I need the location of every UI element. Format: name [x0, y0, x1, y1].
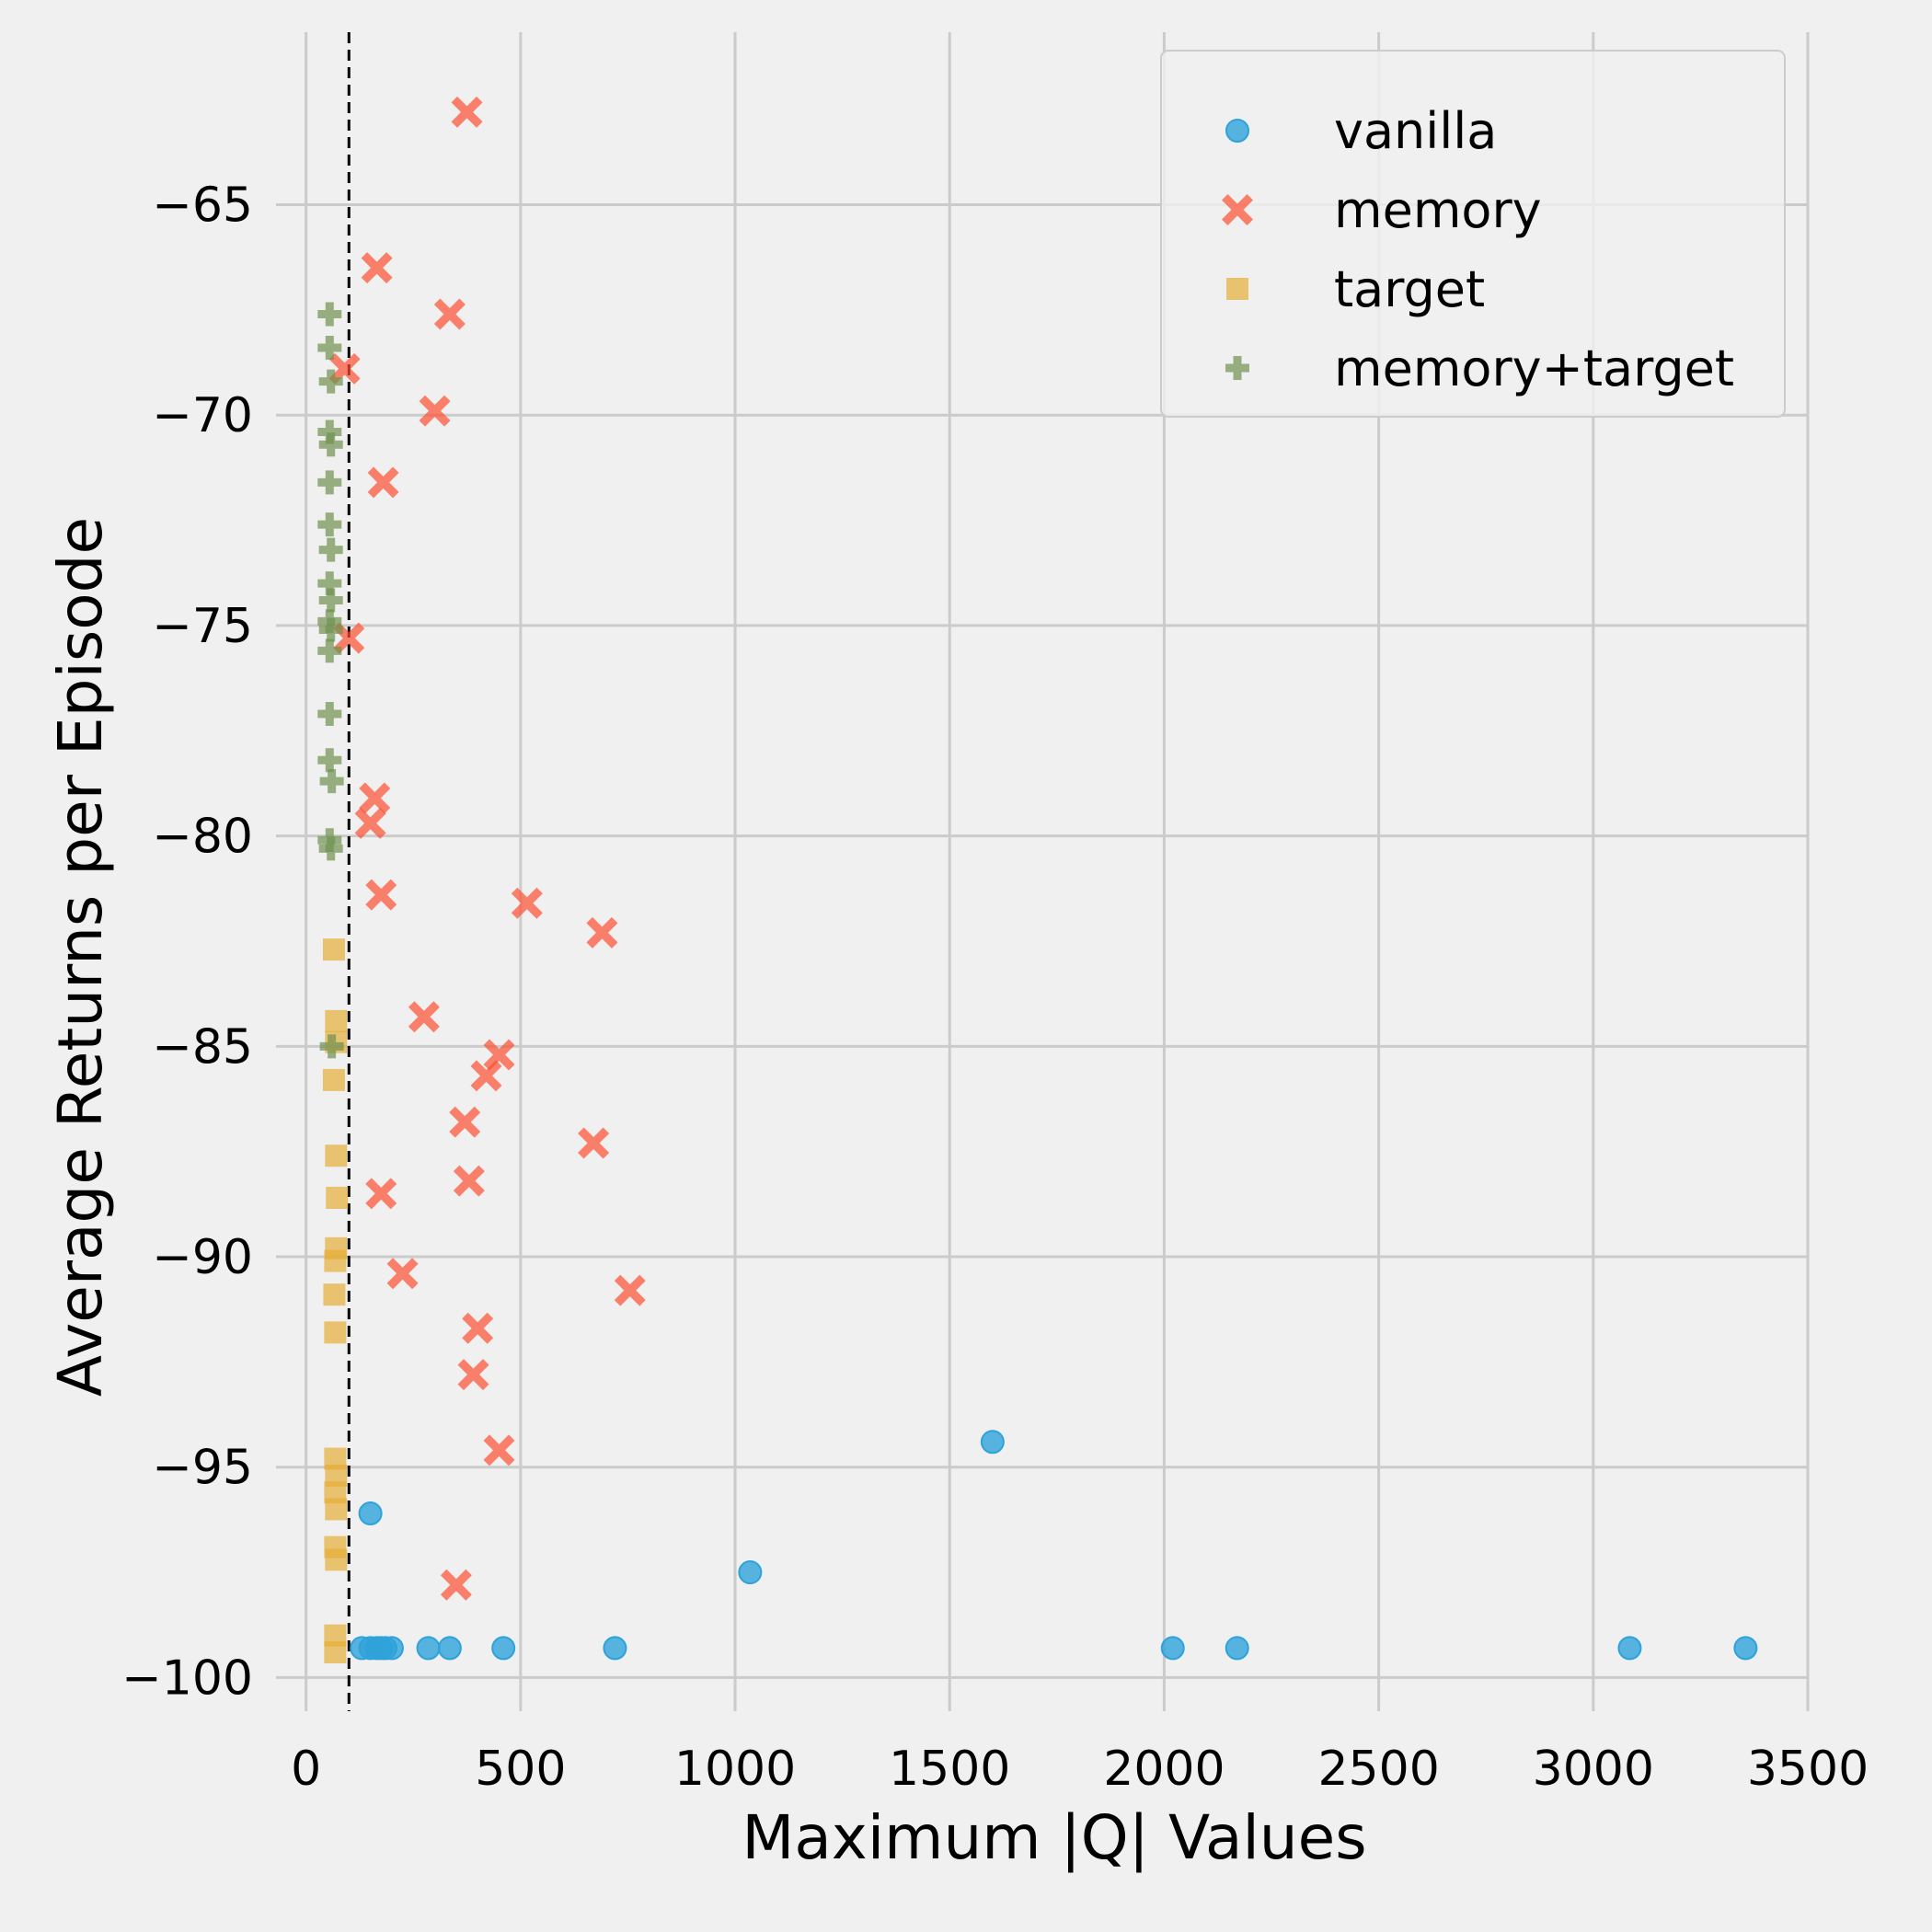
legend-marker-memory — [1222, 194, 1253, 225]
y-tick-label: −100 — [121, 1650, 253, 1706]
memory-point — [359, 782, 391, 814]
x-tick-label: 2500 — [1317, 1742, 1439, 1797]
legend-label-memory-target: memory+target — [1334, 339, 1734, 397]
memory-target-point — [318, 617, 343, 642]
legend-label-memory: memory — [1334, 181, 1542, 239]
x-tick-label: 3500 — [1747, 1742, 1869, 1797]
memory-point — [449, 1106, 481, 1138]
memory-target-point — [317, 638, 342, 663]
memory-point — [451, 96, 483, 128]
series-memory — [328, 96, 646, 1601]
vanilla-point — [358, 1501, 383, 1526]
vanilla-point — [437, 1636, 462, 1661]
memory-point — [354, 807, 386, 839]
vanilla-point — [491, 1636, 516, 1661]
memory-target-point — [317, 420, 342, 444]
target-point — [324, 1321, 347, 1344]
series-memory-target — [317, 302, 344, 1059]
target-point — [322, 1068, 345, 1091]
legend: vanilla memory target memory+target — [1160, 50, 1786, 418]
memory-target-point — [319, 1034, 344, 1059]
x-tick-label: 0 — [291, 1742, 321, 1797]
y-tick-label: −70 — [152, 388, 253, 443]
memory-target-point — [317, 512, 342, 537]
memory-point — [367, 466, 399, 499]
memory-point — [470, 1060, 502, 1092]
series-vanilla — [350, 1430, 1758, 1661]
vanilla-point — [379, 1636, 404, 1661]
memory-point — [328, 352, 361, 385]
memory-point — [433, 298, 466, 330]
target-point — [325, 1498, 348, 1521]
memory-target-point — [319, 769, 344, 794]
memory-target-point — [318, 369, 343, 394]
y-axis-label: Average Returns per Episode — [45, 517, 116, 1397]
memory-target-point — [318, 537, 343, 562]
target-point — [325, 1144, 348, 1167]
memory-point — [365, 1178, 397, 1210]
memory-point — [614, 1274, 646, 1306]
target-point — [325, 1548, 348, 1571]
x-tick-label: 500 — [475, 1742, 566, 1797]
y-tick-label: −85 — [152, 1019, 253, 1075]
y-tick-label: −90 — [152, 1230, 253, 1285]
memory-point — [453, 1165, 485, 1197]
memory-point — [440, 1569, 472, 1601]
target-point — [323, 1283, 346, 1306]
y-tick-label: −80 — [152, 810, 253, 865]
memory-point — [511, 887, 543, 919]
vanilla-point — [603, 1636, 627, 1661]
memory-point — [365, 879, 397, 911]
x-axis-label: Maximum |Q| Values — [742, 1802, 1366, 1873]
x-tick-label: 2000 — [1103, 1742, 1225, 1797]
memory-target-point — [317, 470, 342, 495]
vanilla-point — [980, 1430, 1005, 1455]
data-points — [317, 96, 1758, 1663]
memory-target-point — [317, 748, 342, 773]
grid — [276, 32, 1810, 1711]
memory-target-point — [318, 432, 343, 457]
legend-label-target: target — [1334, 260, 1485, 318]
legend-marker-target — [1226, 278, 1248, 300]
memory-point — [419, 395, 451, 427]
x-tick-label: 3000 — [1533, 1742, 1654, 1797]
memory-target-point — [317, 302, 342, 327]
vanilla-point — [738, 1560, 763, 1585]
tick-labels: 0 500 1000 1500 2000 2500 3000 3500 −100 −95 −90 −8… — [121, 178, 1869, 1797]
x-tick-label: 1500 — [889, 1742, 1010, 1797]
target-point — [324, 1640, 347, 1663]
memory-target-point — [317, 336, 342, 361]
memory-point — [483, 1039, 515, 1071]
vanilla-point — [416, 1636, 441, 1661]
y-tick-label: −95 — [152, 1441, 253, 1496]
memory-point — [462, 1312, 494, 1344]
legend-marker-vanilla — [1225, 119, 1249, 143]
memory-point — [386, 1258, 419, 1290]
target-point — [325, 1009, 348, 1032]
target-point — [326, 1186, 349, 1209]
memory-point — [457, 1359, 489, 1391]
memory-point — [578, 1127, 610, 1159]
vanilla-point — [1733, 1636, 1758, 1661]
memory-target-point — [317, 571, 342, 596]
vanilla-point — [1617, 1636, 1642, 1661]
target-point — [322, 938, 345, 961]
memory-target-point — [318, 588, 343, 613]
legend-box — [1160, 50, 1786, 418]
legend-label-vanilla: vanilla — [1334, 102, 1497, 160]
memory-target-point — [317, 701, 342, 726]
y-tick-label: −75 — [152, 599, 253, 654]
memory-target-point — [318, 836, 343, 861]
memory-point — [586, 916, 618, 949]
x-tick-label: 1000 — [674, 1742, 796, 1797]
y-tick-label: −65 — [152, 178, 253, 234]
legend-marker-memory-target — [1225, 356, 1249, 380]
target-point — [324, 1249, 347, 1272]
vanilla-point — [1225, 1636, 1249, 1661]
memory-point — [408, 1001, 440, 1033]
memory-point — [483, 1434, 515, 1466]
memory-point — [361, 252, 393, 284]
vanilla-point — [1160, 1636, 1185, 1661]
